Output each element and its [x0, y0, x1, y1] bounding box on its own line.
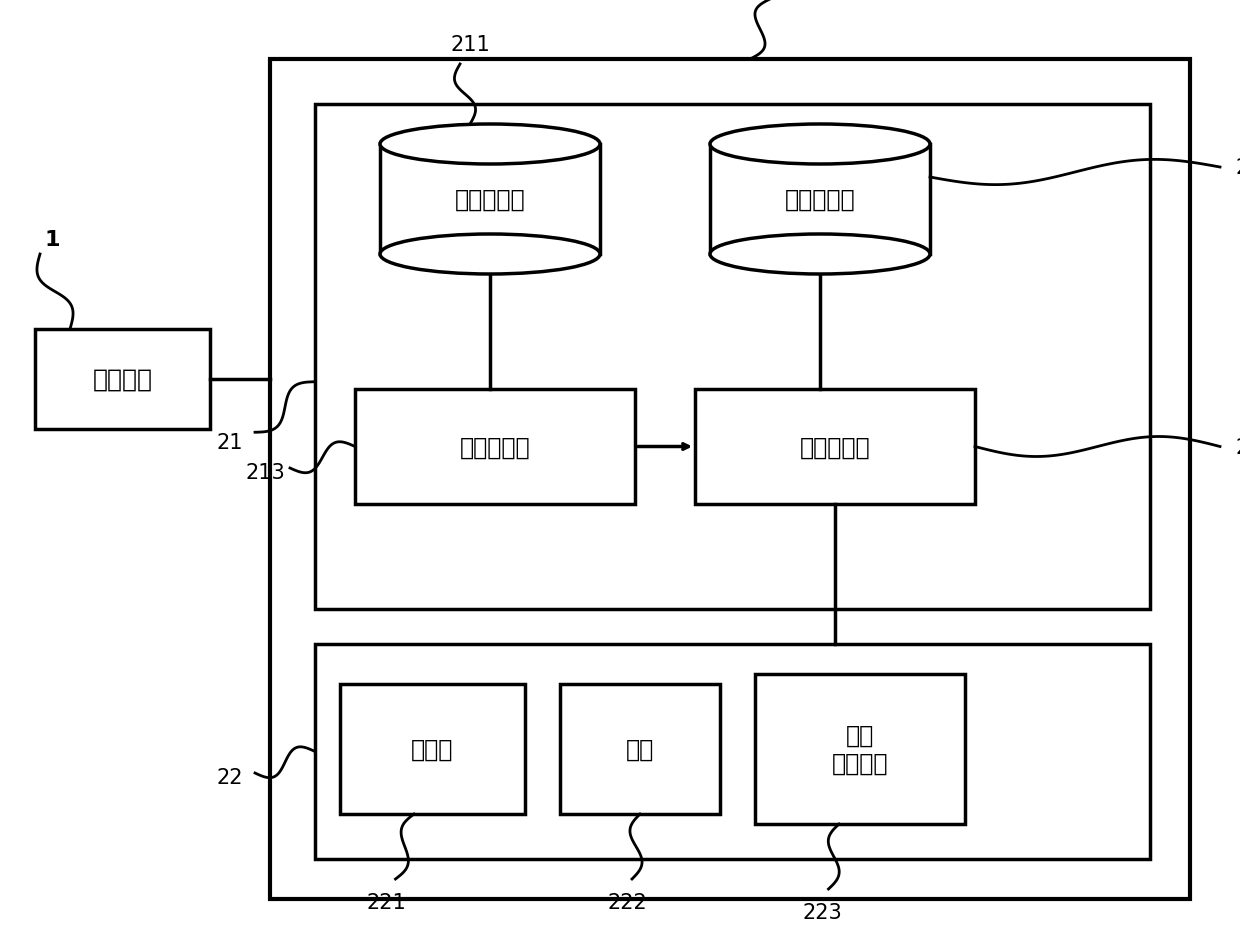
- Ellipse shape: [711, 235, 930, 275]
- Bar: [355, 390, 635, 504]
- Bar: [694, 390, 975, 504]
- Text: 212: 212: [1235, 158, 1240, 177]
- Ellipse shape: [711, 125, 930, 165]
- Text: 22: 22: [217, 767, 243, 787]
- Text: 驱动控制部: 驱动控制部: [800, 435, 870, 459]
- Ellipse shape: [379, 125, 600, 165]
- Text: 滑架: 滑架: [626, 737, 655, 761]
- Bar: [340, 684, 525, 814]
- Bar: [270, 59, 1190, 899]
- Text: 223: 223: [802, 902, 842, 922]
- Text: 纸张
输送机构: 纸张 输送机构: [832, 723, 888, 775]
- Bar: [35, 329, 210, 430]
- Ellipse shape: [379, 235, 600, 275]
- Text: 数据存储部: 数据存储部: [785, 188, 856, 211]
- Text: 主机装置: 主机装置: [93, 367, 153, 392]
- Bar: [315, 645, 1149, 859]
- Bar: [560, 684, 720, 814]
- Bar: [379, 144, 600, 255]
- Text: 1: 1: [45, 229, 60, 250]
- Text: 213: 213: [246, 463, 285, 482]
- Text: 接收缓冲器: 接收缓冲器: [455, 188, 526, 211]
- Text: 222: 222: [608, 892, 647, 912]
- Text: 印刷头: 印刷头: [412, 737, 454, 761]
- Text: 214: 214: [1235, 437, 1240, 457]
- Text: 221: 221: [366, 892, 407, 912]
- Bar: [315, 105, 1149, 610]
- Text: 21: 21: [217, 433, 243, 453]
- Bar: [711, 144, 930, 255]
- Text: 211: 211: [450, 35, 490, 55]
- Bar: [755, 674, 965, 824]
- Text: 印刷控制部: 印刷控制部: [460, 435, 531, 459]
